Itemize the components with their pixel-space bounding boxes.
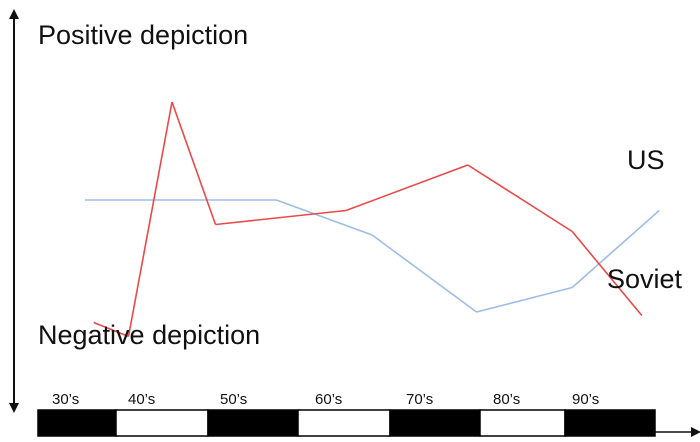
- tick-label: 40’s: [128, 391, 155, 408]
- decade-tick-labels: 30’s 40’s 50’s 60’s 70’s 80’s 90’s: [52, 391, 599, 408]
- timeline-block: [564, 409, 656, 437]
- series-segment-soviet: [127, 101, 173, 337]
- series-segment-soviet: [571, 230, 643, 317]
- timeline-block: [297, 409, 391, 437]
- tick-label: 50’s: [220, 391, 247, 408]
- tick-label: 80’s: [493, 391, 520, 408]
- series-segment-soviet: [215, 209, 347, 226]
- negative-depiction-label: Negative depiction: [38, 320, 261, 350]
- timeline-block: [479, 409, 566, 437]
- series-label-soviet: Soviet: [607, 264, 683, 294]
- timeline-block: [115, 409, 209, 437]
- series-segment-soviet: [93, 321, 129, 338]
- series-segment-us: [571, 209, 660, 289]
- series-segment-us: [276, 199, 373, 236]
- series-label-us: US: [627, 145, 665, 175]
- series-segment-soviet: [467, 164, 573, 233]
- positive-depiction-label: Positive depiction: [38, 20, 249, 50]
- series-segment-soviet: [345, 164, 469, 212]
- tick-label: 90’s: [572, 391, 599, 408]
- series-segment-us: [371, 234, 477, 313]
- series-segment-us: [476, 286, 573, 313]
- timeline-block: [37, 409, 117, 437]
- timeline-block: [207, 409, 299, 437]
- timeline-block: [389, 409, 481, 437]
- tick-label: 70’s: [406, 391, 433, 408]
- tick-label: 60’s: [315, 391, 342, 408]
- series-segment-soviet: [171, 101, 217, 225]
- tick-label: 30’s: [52, 391, 79, 408]
- timeline-bar: [37, 409, 656, 437]
- series-lines: [85, 101, 660, 338]
